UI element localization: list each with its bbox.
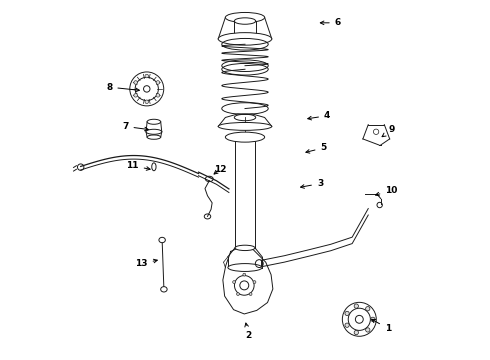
Text: 2: 2 xyxy=(245,323,252,340)
Ellipse shape xyxy=(345,323,349,327)
Text: 3: 3 xyxy=(300,179,323,188)
Ellipse shape xyxy=(249,293,252,296)
Text: 8: 8 xyxy=(106,83,139,92)
Ellipse shape xyxy=(235,245,255,251)
Text: 4: 4 xyxy=(308,111,330,120)
Ellipse shape xyxy=(234,18,256,24)
Ellipse shape xyxy=(345,311,349,316)
Ellipse shape xyxy=(159,237,165,243)
Ellipse shape xyxy=(355,315,363,323)
Ellipse shape xyxy=(134,81,137,84)
Text: 11: 11 xyxy=(126,161,150,170)
Ellipse shape xyxy=(156,94,160,97)
Ellipse shape xyxy=(144,86,150,92)
Ellipse shape xyxy=(146,129,162,134)
Ellipse shape xyxy=(366,307,370,311)
Ellipse shape xyxy=(145,74,148,78)
Ellipse shape xyxy=(147,135,161,139)
Ellipse shape xyxy=(228,264,262,271)
Text: 6: 6 xyxy=(320,18,341,27)
Text: 10: 10 xyxy=(375,186,398,196)
Text: 5: 5 xyxy=(306,143,327,153)
Ellipse shape xyxy=(218,33,272,45)
Ellipse shape xyxy=(156,81,160,84)
Text: 1: 1 xyxy=(371,319,391,333)
Ellipse shape xyxy=(161,287,167,292)
Ellipse shape xyxy=(218,122,272,130)
Ellipse shape xyxy=(354,304,358,308)
Text: 9: 9 xyxy=(382,126,394,137)
Ellipse shape xyxy=(134,94,137,97)
Ellipse shape xyxy=(243,273,245,276)
Ellipse shape xyxy=(237,293,240,296)
Ellipse shape xyxy=(145,100,148,104)
Ellipse shape xyxy=(366,328,370,332)
Ellipse shape xyxy=(233,281,236,283)
Text: 7: 7 xyxy=(122,122,148,131)
Ellipse shape xyxy=(354,330,358,335)
Ellipse shape xyxy=(147,119,161,124)
Text: 13: 13 xyxy=(135,259,157,269)
Ellipse shape xyxy=(240,281,249,290)
Text: 12: 12 xyxy=(214,165,226,174)
Ellipse shape xyxy=(371,317,375,321)
Ellipse shape xyxy=(225,13,265,22)
Ellipse shape xyxy=(225,132,265,142)
Ellipse shape xyxy=(253,281,256,283)
